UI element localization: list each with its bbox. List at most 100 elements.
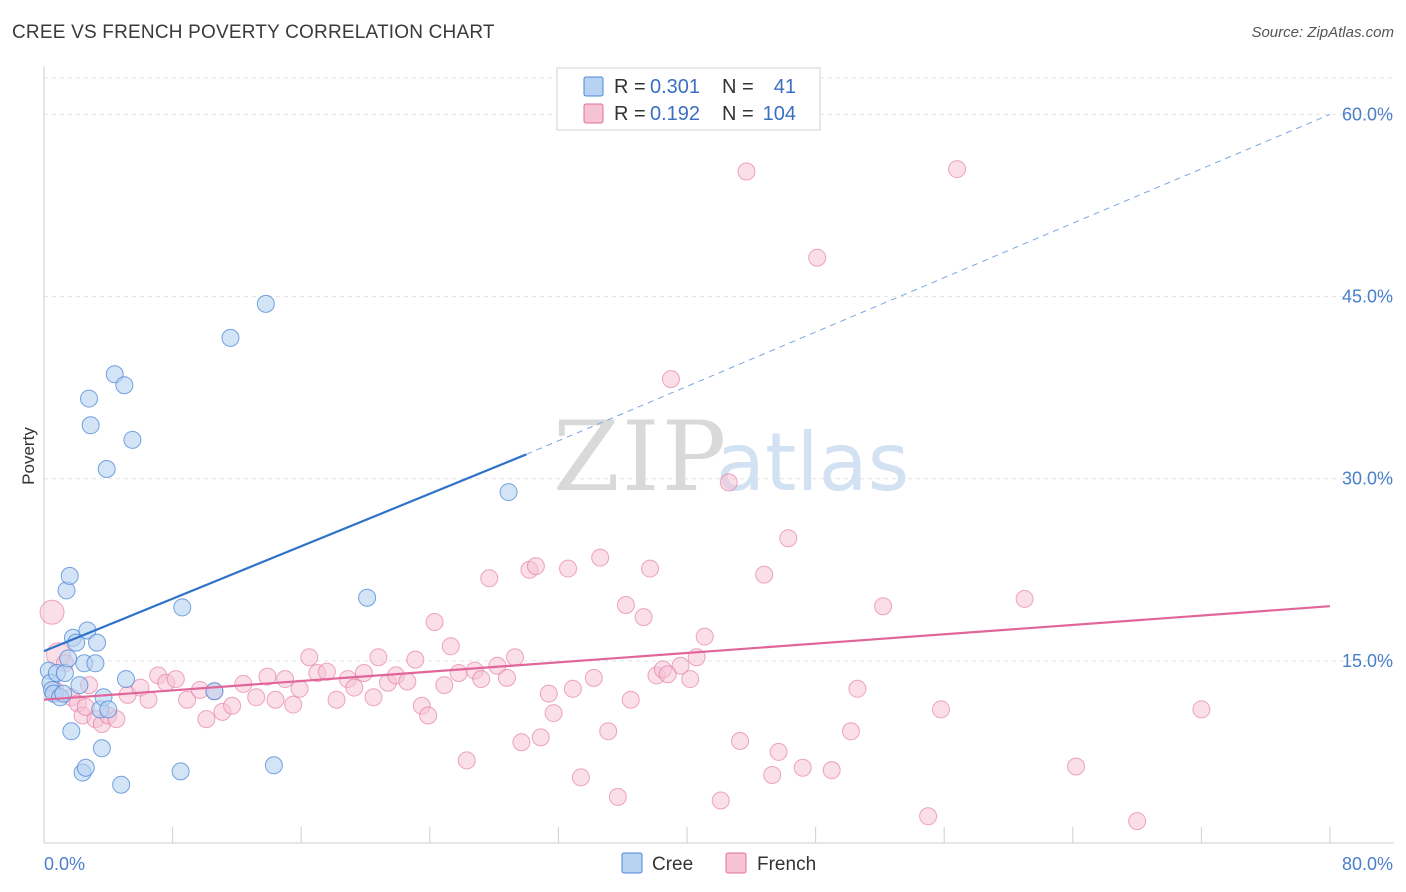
french-point (258, 667, 277, 686)
legend-french-r-label: R = (614, 103, 646, 125)
watermark-atlas: atlas (716, 416, 909, 509)
french-point (763, 766, 782, 784)
axes: 0.0% 80.0% (43, 66, 1394, 874)
french-point (526, 557, 545, 576)
cree-point (499, 483, 518, 502)
legend-cree-n-label: N = (722, 76, 754, 98)
cree-point (76, 758, 95, 777)
french-point (822, 761, 841, 780)
y-tick-label: 60.0% (1342, 104, 1393, 124)
french-point (497, 668, 516, 687)
legend-french-n-value: 104 (763, 103, 796, 125)
cree-point (70, 676, 89, 695)
gridlines: 15.0% 30.0% 45.0% 60.0% (44, 77, 1394, 671)
french-point (563, 679, 582, 698)
cree-point (97, 460, 116, 478)
french-point (327, 690, 346, 709)
french-point (247, 688, 266, 707)
french-points (39, 160, 1211, 831)
cree-point (60, 566, 79, 585)
french-point (599, 722, 618, 741)
cree-point (81, 416, 100, 435)
french-point (276, 670, 295, 689)
french-point (300, 648, 319, 667)
french-point (1192, 700, 1211, 719)
french-point (584, 668, 603, 687)
cree-point (59, 649, 78, 668)
legend-french-swatch (583, 103, 604, 124)
french-point (711, 791, 730, 810)
watermark-zip: ZIP (553, 401, 728, 513)
watermark: ZIP atlas (553, 401, 909, 513)
french-point (364, 688, 383, 707)
french-point (531, 728, 550, 747)
y-tick-label: 30.0% (1342, 469, 1393, 489)
french-point (457, 751, 476, 770)
cree-point (116, 670, 135, 689)
source-label: Source: ZipAtlas.com (1251, 24, 1394, 41)
french-point (480, 569, 499, 588)
french-point (769, 742, 788, 761)
french-point (634, 608, 653, 627)
french-point (779, 529, 798, 548)
french-point (1015, 589, 1034, 608)
y-axis-title: Poverty (19, 427, 38, 485)
french-point (441, 637, 460, 656)
french-point (539, 684, 558, 703)
cree-point (88, 633, 107, 652)
french-point (641, 559, 660, 578)
french-point (435, 676, 454, 695)
cree-point (173, 598, 192, 617)
french-point (512, 733, 531, 752)
cree-points (39, 294, 518, 794)
french-point (731, 732, 750, 750)
y-tick-label: 45.0% (1342, 287, 1393, 307)
french-point (369, 648, 388, 667)
french-point (1128, 812, 1147, 831)
cree-trend-line (43, 453, 527, 653)
french-point (681, 670, 700, 689)
french-point (505, 648, 524, 667)
cree-point (55, 664, 74, 682)
legend-cree-r-value: 0.301 (650, 76, 700, 98)
french-point (425, 613, 444, 631)
trend-lines (43, 113, 1331, 701)
legend-french-n-label: N = (722, 103, 754, 125)
french-point (793, 758, 812, 777)
french-point (848, 679, 867, 698)
french-point (166, 670, 185, 689)
french-point (616, 596, 635, 614)
cree-point (115, 376, 134, 395)
cree-point (80, 389, 99, 408)
french-point (139, 690, 158, 709)
french-point (591, 548, 610, 567)
french-point (559, 559, 578, 578)
cree-point (205, 682, 224, 701)
french-point (571, 768, 590, 787)
french-point (658, 665, 677, 684)
french-point (671, 656, 690, 675)
bottom-legend-french-swatch (725, 852, 747, 874)
legend-cree-swatch (583, 76, 604, 97)
x-tick-label: 0.0% (44, 854, 85, 874)
bottom-legend-cree-label: Cree (652, 854, 693, 875)
cree-point (123, 430, 142, 449)
french-point (621, 690, 640, 709)
french-point (345, 678, 364, 697)
french-point (290, 679, 309, 698)
french-point (737, 162, 756, 181)
french-point (317, 662, 336, 681)
french-point (354, 664, 373, 682)
french-trend-line (43, 605, 1331, 701)
x-tick-label: 80.0% (1342, 854, 1393, 874)
french-point (284, 695, 303, 714)
legend-french-r-value: 0.192 (650, 103, 700, 125)
french-point (472, 670, 491, 689)
cree-point (57, 581, 76, 600)
cree-point (171, 762, 190, 781)
french-point (178, 690, 197, 709)
french-point (755, 565, 774, 584)
cree-point (92, 739, 111, 758)
french-point (398, 672, 417, 691)
cree-point (358, 588, 377, 607)
